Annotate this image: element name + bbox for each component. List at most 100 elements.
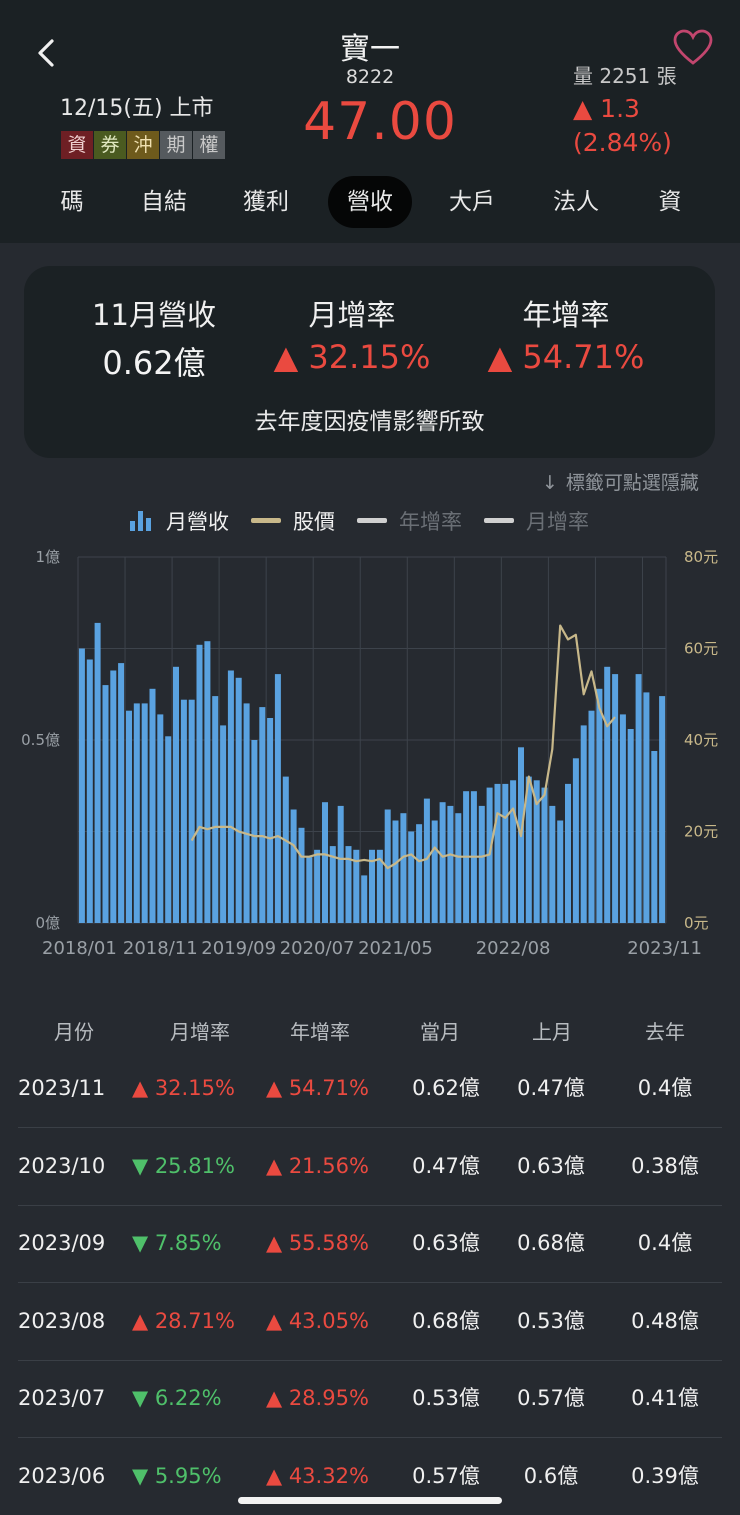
row-divider	[18, 1437, 722, 1438]
revenue-bar	[141, 703, 148, 923]
home-indicator[interactable]	[238, 1497, 502, 1504]
table-row[interactable]: 2023/06 ▼ 5.95% ▲ 43.32% 0.57億 0.6億 0.39億	[0, 1438, 740, 1515]
revenue-bar	[659, 696, 666, 923]
cell-prev: 0.53億	[517, 1308, 585, 1333]
tab-bar: 碼 自結 獲利 營收 大戶 法人 資	[0, 172, 740, 232]
revenue-bar	[94, 622, 101, 923]
revenue-bar	[455, 813, 462, 923]
legend-revenue[interactable]: 月營收	[128, 506, 229, 536]
table-row[interactable]: 2023/09 ▼ 7.85% ▲ 55.58% 0.63億 0.68億 0.4億	[0, 1205, 740, 1282]
tab-major-holders[interactable]: 大戶	[449, 189, 495, 215]
cell-cur: 0.62億	[412, 1076, 480, 1100]
mom-value: ▲ 32.15%	[273, 338, 431, 376]
back-arrow-icon[interactable]	[30, 36, 64, 70]
stock-name: 寶一	[340, 32, 400, 67]
tab-margin[interactable]: 資	[658, 189, 682, 215]
revenue-bar	[282, 776, 289, 923]
cell-yoy: ▲ 55.58%	[266, 1231, 369, 1255]
header-mom: 月增率	[170, 1020, 230, 1044]
revenue-bar	[525, 776, 532, 923]
revenue-bar	[612, 674, 619, 923]
revenue-bar	[549, 805, 556, 923]
revenue-bar	[494, 783, 501, 923]
revenue-bar	[126, 710, 132, 923]
revenue-bar	[86, 659, 93, 923]
revenue-bar	[220, 725, 227, 923]
header-last-year: 去年	[645, 1020, 685, 1044]
cell-last-year: 0.38億	[631, 1153, 699, 1178]
revenue-bar	[596, 688, 603, 923]
cell-cur: 0.57億	[412, 1463, 480, 1488]
table-row[interactable]: 2023/08 ▲ 28.71% ▲ 43.05% 0.68億 0.53億 0.48億	[0, 1283, 740, 1360]
cell-yoy: ▲ 21.56%	[266, 1153, 369, 1178]
cell-yoy: ▲ 54.71%	[266, 1076, 369, 1100]
revenue-bar	[133, 703, 140, 923]
legend-yoy[interactable]: 年增率	[357, 506, 462, 536]
tab-institutional[interactable]: 法人	[553, 189, 599, 215]
revenue-bar	[502, 783, 509, 923]
revenue-bar	[337, 805, 344, 923]
revenue-bar	[565, 783, 571, 923]
revenue-bar	[212, 696, 219, 923]
down-arrow-icon: ↓	[542, 472, 558, 494]
revenue-bar	[369, 849, 375, 923]
cell-last-year: 0.4億	[637, 1076, 693, 1100]
cell-cur: 0.63億	[412, 1231, 480, 1255]
header-previous: 上月	[532, 1020, 572, 1044]
revenue-bar	[408, 831, 415, 923]
header-yoy: 年增率	[290, 1020, 350, 1044]
revenue-bar	[102, 685, 109, 923]
cell-last-year: 0.48億	[631, 1308, 699, 1333]
volume-text: 量 2251 張	[573, 64, 677, 88]
cell-last-year: 0.4億	[637, 1231, 693, 1255]
x-tick: 2018/11	[123, 938, 198, 959]
revenue-bar	[251, 740, 258, 923]
revenue-bar	[118, 663, 125, 923]
table-row[interactable]: 2023/11 ▲ 32.15% ▲ 54.71% 0.62億 0.47億 0.4億	[0, 1050, 740, 1127]
revenue-bar	[392, 820, 399, 923]
revenue-bar	[478, 805, 485, 923]
cell-mom: ▲ 28.71%	[132, 1308, 235, 1333]
tab-revenue[interactable]: 營收	[328, 176, 412, 228]
y-right-tick: 0元	[684, 914, 709, 932]
cell-yoy: ▲ 43.05%	[266, 1308, 369, 1333]
price-change: ▲ 1.3 (2.84%)	[573, 92, 672, 160]
cell-prev: 0.63億	[517, 1153, 585, 1178]
table-row[interactable]: 2023/07 ▼ 6.22% ▲ 28.95% 0.53億 0.57億 0.41億	[0, 1360, 740, 1437]
legend-mom[interactable]: 月增率	[484, 506, 589, 536]
line-swatch-icon	[251, 518, 281, 523]
revenue-bar	[439, 802, 446, 923]
tab-profit[interactable]: 獲利	[243, 189, 289, 215]
revenue-bar	[604, 666, 611, 923]
favorite-heart-icon[interactable]	[672, 28, 714, 68]
y-left-tick: 0億	[35, 914, 60, 932]
revenue-bar	[635, 674, 642, 923]
revenue-bar	[619, 714, 626, 923]
revenue-bar	[259, 707, 266, 923]
cell-last-year: 0.39億	[631, 1463, 699, 1488]
chart-legend: 月營收 股價 年增率 月增率	[128, 505, 611, 537]
revenue-chart[interactable]: 1億 0.5億 0億 80元 60元 40元 20元 0元 2018/01 2018/11 2019…	[0, 540, 740, 970]
margin-tag: 沖	[127, 131, 159, 159]
legend-revenue-label: 月營收	[166, 510, 229, 534]
table-row[interactable]: 2023/10 ▼ 25.81% ▲ 21.56% 0.47億 0.63億 0.38億	[0, 1128, 740, 1205]
revenue-bar	[416, 824, 423, 923]
change-value: ▲ 1.3	[573, 94, 640, 123]
revenue-bar	[533, 780, 540, 923]
x-tick: 2019/09	[201, 938, 276, 959]
revenue-bar	[110, 670, 117, 923]
stock-header: 寶一 8222 47.00 12/15(五) 上市 資券沖期權 量 2251 張…	[0, 0, 740, 243]
revenue-bar	[400, 813, 407, 923]
revenue-bar	[572, 758, 579, 923]
cell-prev: 0.57億	[517, 1386, 585, 1410]
cell-month: 2023/10	[18, 1153, 106, 1178]
revenue-bar	[557, 820, 564, 923]
row-divider	[18, 1204, 722, 1206]
tab-self-settlement[interactable]: 自結	[141, 189, 187, 215]
x-tick: 2021/05	[358, 938, 433, 959]
legend-price[interactable]: 股價	[251, 506, 335, 536]
cell-month: 2023/08	[18, 1308, 106, 1333]
tab-chips[interactable]: 碼	[60, 189, 84, 215]
cell-mom: ▼ 5.95%	[132, 1463, 222, 1488]
cell-cur: 0.47億	[412, 1153, 480, 1178]
